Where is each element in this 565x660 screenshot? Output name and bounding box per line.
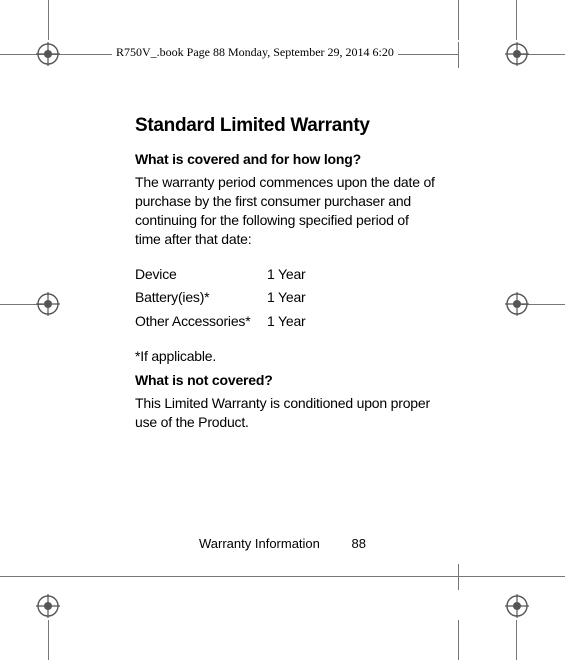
table-cell-period: 1 Year: [267, 286, 306, 310]
registration-mark-icon: [36, 594, 60, 618]
crop-line: [516, 620, 517, 660]
warranty-table: Device 1 Year Battery(ies)* 1 Year Other…: [135, 263, 435, 334]
crop-line: [516, 0, 517, 40]
header-caption: R750V_.book Page 88 Monday, September 29…: [112, 45, 398, 60]
registration-mark-icon: [36, 42, 60, 66]
footer-page-number: 88: [352, 536, 366, 551]
page-title: Standard Limited Warranty: [135, 115, 435, 137]
table-row: Device 1 Year: [135, 263, 435, 287]
registration-mark-icon: [36, 292, 60, 316]
crop-line: [458, 42, 459, 68]
crop-line: [48, 0, 49, 40]
crop-line: [458, 620, 459, 660]
table-row: Other Accessories* 1 Year: [135, 310, 435, 334]
table-cell-period: 1 Year: [267, 263, 306, 287]
crop-line: [48, 620, 49, 660]
not-covered-heading: What is not covered?: [135, 372, 435, 388]
registration-mark-icon: [505, 42, 529, 66]
table-cell-item: Battery(ies)*: [135, 286, 267, 310]
table-cell-item: Device: [135, 263, 267, 287]
not-covered-body: This Limited Warranty is conditioned upo…: [135, 394, 435, 432]
registration-mark-icon: [505, 594, 529, 618]
table-cell-period: 1 Year: [267, 310, 306, 334]
table-cell-item: Other Accessories*: [135, 310, 267, 334]
crop-line: [458, 564, 459, 590]
applicable-note: *If applicable.: [135, 348, 435, 364]
crop-line: [0, 576, 565, 577]
footer-section: Warranty Information: [199, 536, 320, 551]
page-content: Standard Limited Warranty What is covere…: [135, 115, 435, 446]
page-footer: Warranty Information 88: [0, 536, 565, 551]
covered-heading: What is covered and for how long?: [135, 151, 435, 167]
crop-line: [458, 0, 459, 40]
registration-mark-icon: [505, 292, 529, 316]
table-row: Battery(ies)* 1 Year: [135, 286, 435, 310]
covered-body: The warranty period commences upon the d…: [135, 173, 435, 249]
